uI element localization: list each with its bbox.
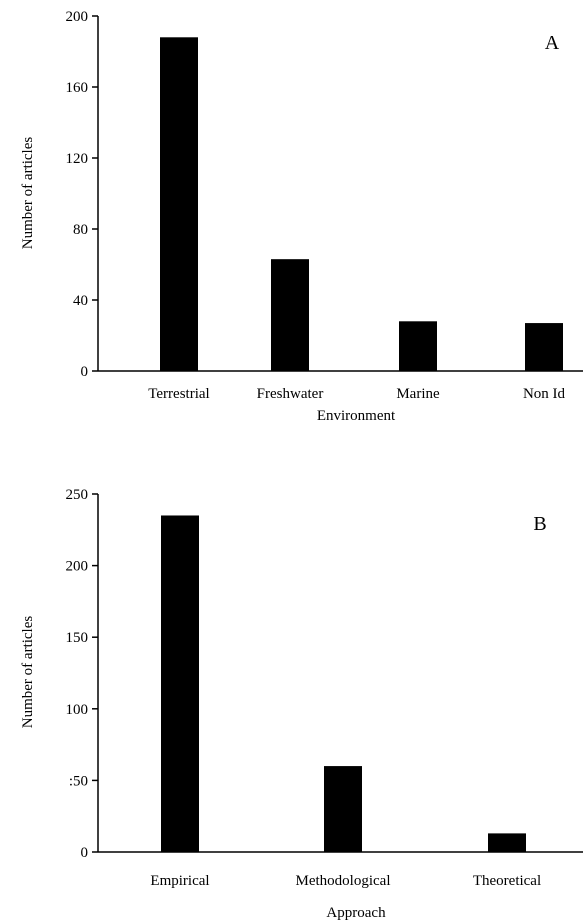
y-tick-label: 100 [66,702,89,718]
y-ticks-a: 0 40 80 120 160 200 [66,9,98,380]
y-tick-label: 80 [73,222,88,238]
bar-terrestrial [160,37,198,372]
x-labels-a: Terrestrial Freshwater Marine Non Id [148,386,565,402]
x-tick-label: Methodological [296,873,391,889]
panel-label-a: A [545,32,560,54]
bar-empirical [161,515,199,852]
y-tick-label: 40 [73,293,88,309]
y-tick-label: 150 [66,630,89,646]
bar-theoretical [488,833,526,852]
x-tick-label: Marine [396,386,440,402]
y-tick-label: 160 [66,80,89,96]
x-tick-label: Theoretical [473,873,541,889]
y-tick-label: 250 [66,487,89,503]
bars-b [161,515,526,852]
y-ticks-b: 0 :50 100 150 200 250 [66,487,98,861]
y-axis-title-b: Number of articles [20,616,36,729]
x-tick-label: Non Id [523,386,566,402]
y-axis-title-a: Number of articles [20,137,36,250]
x-tick-label: Terrestrial [148,386,209,402]
x-axis-title-a: Environment [317,408,396,424]
y-tick-label: 200 [66,9,89,25]
y-tick-label: :50 [69,773,88,789]
y-tick-label: 120 [66,151,89,167]
x-labels-b: Empirical Methodological Theoretical [150,873,541,889]
bar-methodological [324,766,362,852]
y-tick-label: 0 [81,845,89,861]
bar-marine [399,321,437,371]
chart-panel-a: 0 40 80 120 160 200 Terrestrial Freshwater Mari… [20,9,583,424]
bar-non-id [525,323,563,371]
bars-a [160,37,563,372]
x-axis-title-b: Approach [326,905,386,921]
x-tick-label: Freshwater [257,386,324,402]
panel-label-b: B [533,513,546,535]
x-tick-label: Empirical [150,873,209,889]
y-tick-label: 0 [81,364,89,380]
bar-freshwater [271,259,309,371]
y-tick-label: 200 [66,559,89,575]
chart-panel-b: 0 :50 100 150 200 250 Empirical Methodological… [20,487,583,921]
